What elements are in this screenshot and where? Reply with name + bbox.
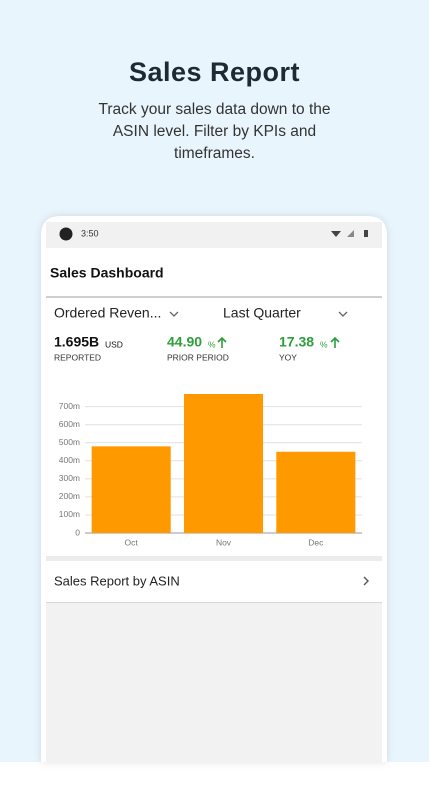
background-bottom: [0, 762, 429, 800]
empty-area: [46, 602, 382, 762]
y-tick-label: 400m: [59, 455, 80, 465]
up-arrow: [330, 336, 340, 348]
asin-link[interactable]: Sales Report by ASIN: [54, 573, 180, 588]
status-bar: [46, 222, 382, 248]
kpi-value: 44.90: [167, 334, 202, 350]
kpi-value: 17.38: [279, 334, 314, 350]
y-tick-label: 500m: [59, 437, 80, 447]
signal-icon: [347, 230, 354, 237]
subtitle-line: timeframes.: [174, 145, 255, 162]
y-tick-label: 100m: [59, 509, 80, 519]
camera: [59, 227, 73, 241]
chevron: [338, 311, 348, 317]
chevron: [169, 311, 179, 317]
kpi-value: 1.695B: [54, 334, 99, 350]
metric-dropdown[interactable]: Ordered Reven...: [54, 305, 161, 321]
title: Sales Report: [129, 57, 300, 87]
chevron: [363, 576, 369, 586]
bar: [91, 446, 171, 533]
wifi-icon: [331, 231, 341, 237]
chart: 0 100m 200m 300m 400m 500m 600m 700m Oct Nov Dec: [59, 394, 362, 547]
app-title: Sales Dashboard: [50, 265, 164, 281]
kpi-label: YOY: [279, 352, 297, 362]
divider: [46, 602, 382, 603]
y-tick-label: 0: [75, 527, 80, 537]
status-time: 3:50: [81, 228, 99, 238]
subtitle-line: ASIN level. Filter by KPIs and: [113, 123, 316, 140]
y-tick-label: 300m: [59, 473, 80, 483]
y-tick-label: 600m: [59, 419, 80, 429]
kpi-label: PRIOR PERIOD: [167, 352, 229, 362]
bar: [183, 394, 264, 533]
header-divider: [46, 296, 382, 298]
kpi-unit: %: [208, 339, 216, 349]
y-tick-label: 200m: [59, 491, 80, 501]
x-tick-label: Oct: [125, 537, 139, 547]
subtitle-line: Track your sales data down to the: [98, 101, 330, 118]
x-tick-label: Nov: [216, 537, 232, 547]
section-divider: [46, 556, 382, 561]
period-dropdown[interactable]: Last Quarter: [223, 305, 301, 321]
up-arrow: [217, 336, 227, 348]
kpi-unit: %: [320, 339, 328, 349]
x-tick-label: Dec: [308, 537, 324, 547]
y-tick-label: 700m: [59, 401, 80, 411]
battery-icon: [364, 230, 368, 237]
kpi-unit: USD: [105, 339, 123, 349]
kpi-label: REPORTED: [54, 352, 101, 362]
bar: [276, 451, 356, 533]
